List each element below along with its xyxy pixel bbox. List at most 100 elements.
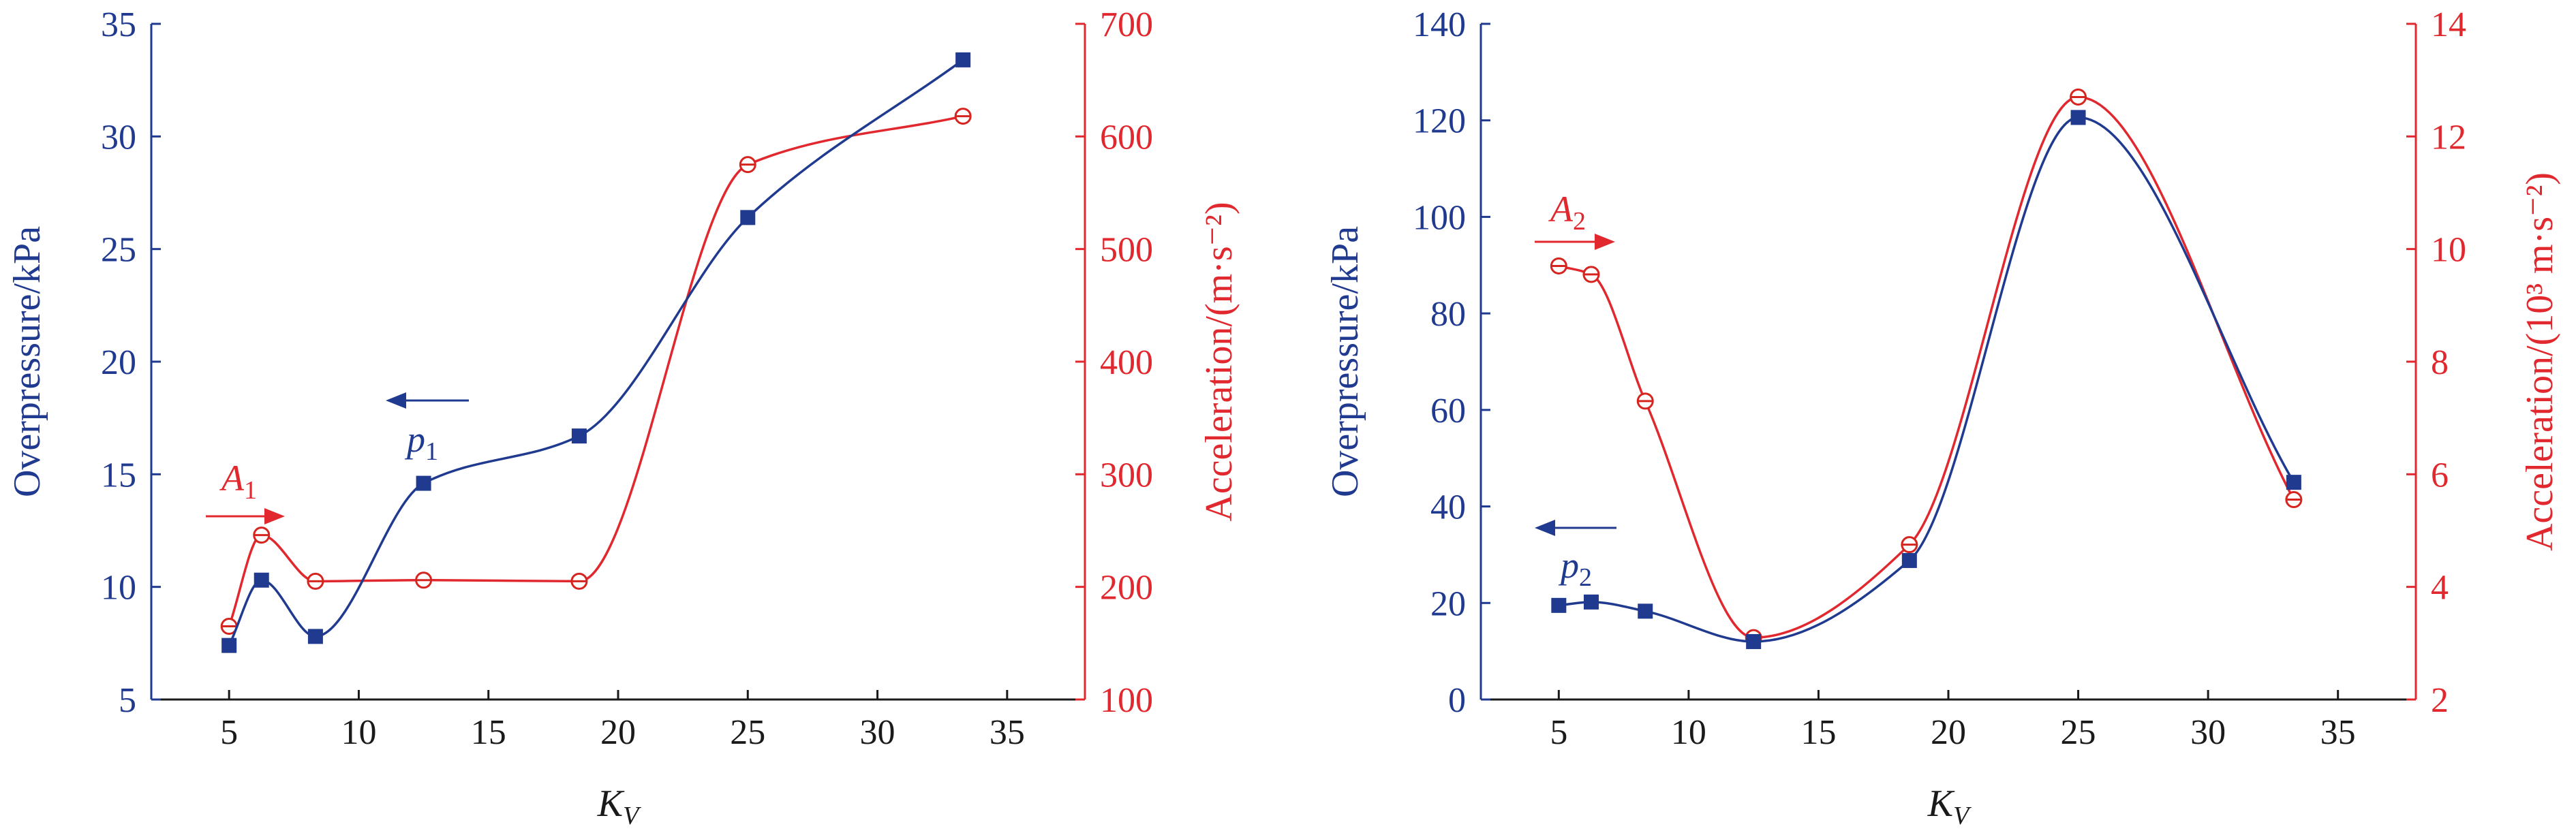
chart-left-plot-area: [150, 24, 1086, 701]
chart-left-y2-ticks: 100 200 300 400 500 600 700: [1075, 5, 1153, 720]
chart-right-y-tick-label: 40: [1430, 488, 1466, 527]
chart-right-series-p2-point: [1901, 552, 1917, 568]
chart-right-series-p2-point: [1583, 594, 1599, 610]
chart-left-annotation-p1-sub: 1: [425, 437, 438, 466]
chart-right-y-axis-title: Overpressure/kPa: [1324, 226, 1366, 497]
chart-left-series-p1-point: [571, 428, 587, 444]
chart-right-series-A2: [1550, 88, 2303, 646]
chart-right-y-tick-label: 80: [1430, 295, 1466, 334]
chart-left-y-axis-title: Overpressure/kPa: [6, 226, 48, 497]
chart-left-x-ticks: 5 10 15 20 25 30 35: [220, 690, 1025, 752]
chart-right-x-tick-label: 35: [2320, 713, 2356, 752]
chart-left-series-p1-point: [955, 52, 971, 67]
chart-right-annotation-p2-sub: 2: [1579, 563, 1592, 592]
chart-right-series-A2-point: [2070, 88, 2087, 106]
chart-right-y2-tick-label: 14: [2431, 5, 2466, 44]
chart-left-x-tick-label: 5: [220, 713, 238, 752]
chart-left-series-p1-point: [254, 572, 269, 588]
chart-right-x-tick-label: 10: [1671, 713, 1706, 752]
chart-left-series-p1: [221, 52, 971, 653]
chart-left-x-tick-label: 30: [860, 713, 895, 752]
chart-right-x-axis-title-sub: V: [1953, 802, 1972, 830]
chart-right-x-tick-label: 30: [2190, 713, 2226, 752]
chart-right-series-p2-point: [1551, 597, 1567, 613]
chart-left-series-A1-point: [415, 571, 433, 589]
chart-left-y-tick-label: 35: [101, 5, 136, 44]
chart-left-series-A1: [220, 108, 972, 635]
chart-right-series-A2-point: [1550, 257, 1567, 274]
chart-left-y-tick-label: 20: [101, 343, 136, 382]
chart-right-annotation-A2-main: A: [1548, 189, 1574, 230]
chart-left: 5 10 15 20 25 30 35 5 10 15 20 25 30 35 100 200 300 400…: [6, 5, 1240, 830]
chart-left-y2-tick-label: 400: [1100, 343, 1153, 382]
chart-left-series-p1-point: [416, 475, 431, 491]
chart-right-annotation-A2: A2: [1548, 189, 1586, 236]
chart-right-series-A2-point: [1901, 536, 1918, 554]
chart-left-x-axis-title-main: K: [597, 783, 625, 825]
chart-left-series-p1-line: [228, 59, 964, 646]
chart-left-y-tick-label: 5: [119, 681, 136, 720]
chart-right-x-tick-label: 20: [1931, 713, 1966, 752]
chart-right-y-tick-label: 120: [1413, 102, 1466, 141]
chart-left-series-A1-point: [739, 156, 756, 174]
chart-left-x-tick-label: 25: [730, 713, 765, 752]
chart-right-y-tick-label: 140: [1413, 5, 1466, 44]
chart-left-annotation-p1: p1: [404, 419, 438, 466]
chart-left-y2-tick-label: 500: [1100, 231, 1153, 270]
chart-left-y-tick-label: 10: [101, 569, 136, 608]
chart-left-y-tick-label: 30: [101, 118, 136, 157]
chart-right-arrow-right: [1535, 234, 1615, 250]
chart-right-series-p2-line: [1559, 116, 2295, 643]
chart-right-x-axis-title-main: K: [1927, 783, 1955, 825]
chart-right-arrow-left: [1535, 520, 1616, 536]
chart-right-y2-axis-title: Acceleration/(10³ m·s⁻²): [2519, 172, 2561, 551]
chart-left-y-tick-label: 25: [101, 231, 136, 270]
chart-right-y2-tick-label: 2: [2431, 681, 2449, 720]
chart-left-y-tick-label: 15: [101, 456, 136, 494]
chart-left-y2-axis-title: Acceleration/(m·s⁻²): [1198, 202, 1240, 521]
chart-left-y2-tick-label: 100: [1100, 681, 1153, 720]
chart-left-y2-tick-label: 700: [1100, 5, 1153, 44]
chart-right: 5 10 15 20 25 30 35 0 20 40 60 80 100 120 140 2 4 6 8 10 1…: [1324, 5, 2561, 830]
chart-right-x-ticks: 5 10 15 20 25 30 35: [1550, 690, 2356, 752]
chart-right-y-ticks: 0 20 40 60 80 100 120 140: [1413, 5, 1490, 720]
chart-right-y2-tick-label: 6: [2431, 456, 2449, 494]
chart-left-x-axis-title: KV: [597, 783, 641, 830]
chart-left-y-ticks: 5 10 15 20 25 30 35: [101, 5, 161, 720]
chart-left-x-tick-label: 20: [600, 713, 636, 752]
chart-left-series-A1-line: [228, 114, 964, 627]
chart-left-series-p1-point: [221, 638, 237, 653]
chart-right-plot-area: [1479, 24, 2417, 701]
chart-right-y2-tick-label: 10: [2431, 231, 2466, 270]
chart-right-series-p2-point: [1746, 633, 1762, 649]
chart-right-x-tick-label: 5: [1550, 713, 1567, 752]
chart-right-y-tick-label: 0: [1448, 681, 1466, 720]
chart-left-y2-tick-label: 300: [1100, 456, 1153, 494]
chart-right-y2-ticks: 2 4 6 8 10 12 14: [2406, 5, 2466, 720]
chart-left-arrow-left: [386, 392, 469, 409]
chart-right-annotation-A2-sub: 2: [1573, 207, 1586, 236]
chart-left-series-A1-point: [954, 108, 972, 125]
chart-left-annotation-p1-main: p: [404, 419, 425, 460]
chart-left-series-A1-point: [570, 572, 588, 590]
chart-left-y2-tick-label: 600: [1100, 118, 1153, 157]
chart-left-series-p1-point: [307, 629, 323, 644]
chart-left-annotation-A1: A1: [219, 458, 257, 505]
chart-left-series-p1-point: [740, 210, 756, 225]
chart-left-annotation-A1-main: A: [219, 458, 245, 499]
chart-right-annotation-p2: p2: [1558, 545, 1592, 592]
chart-left-x-tick-label: 10: [341, 713, 376, 752]
chart-right-annotation-p2-main: p: [1558, 545, 1579, 586]
chart-right-y2-tick-label: 8: [2431, 343, 2449, 382]
chart-left-series-A1-point: [307, 572, 324, 590]
chart-right-series-p2: [1551, 110, 2301, 649]
chart-left-arrow-right: [206, 508, 285, 524]
chart-right-y-tick-label: 20: [1430, 584, 1466, 623]
chart-left-series-A1-point: [253, 526, 271, 544]
chart-left-x-axis-title-sub: V: [623, 802, 641, 830]
chart-left-annotation-A1-sub: 1: [244, 476, 257, 505]
chart-right-y-tick-label: 60: [1430, 392, 1466, 430]
chart-right-series-A2-point: [2285, 491, 2303, 509]
chart-right-x-axis-title: KV: [1927, 783, 1972, 830]
